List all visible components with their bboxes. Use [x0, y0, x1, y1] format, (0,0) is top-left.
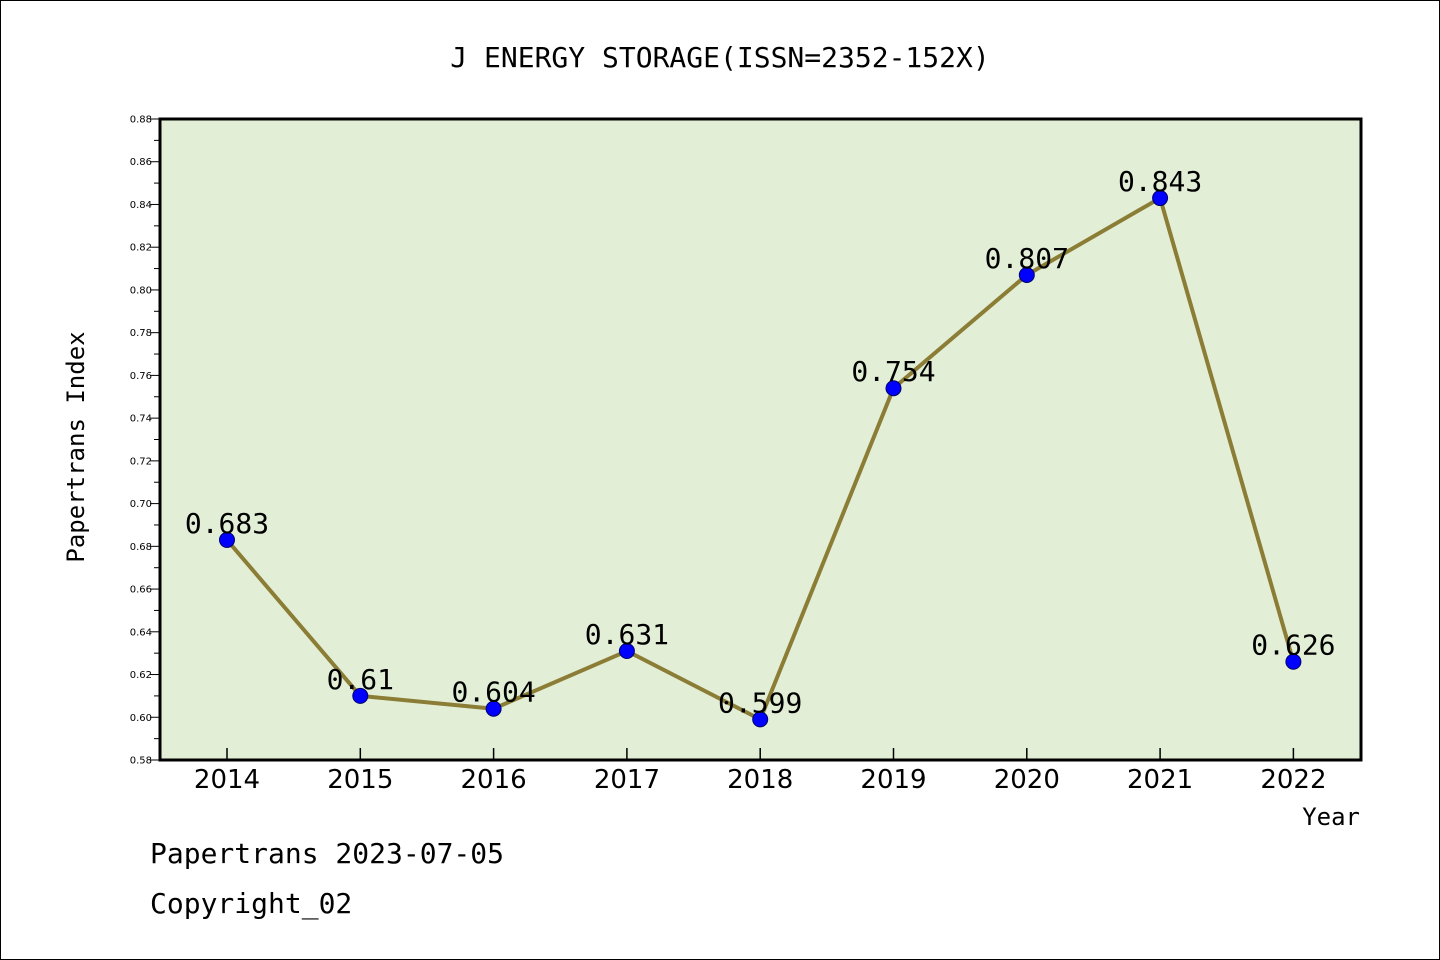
- x-axis-label: Year: [1302, 803, 1360, 831]
- y-tick-label: 0.66: [130, 585, 152, 596]
- y-axis-label: Papertrans Index: [62, 331, 90, 562]
- data-point: [1285, 653, 1302, 670]
- data-label: 0.61: [327, 663, 394, 696]
- footer-date: Papertrans 2023-07-05: [150, 837, 504, 870]
- y-tick-label: 0.84: [130, 200, 152, 211]
- y-axis: 0.58 0.60 0.62 0.64 0.66 0.68 0.70 0.72 0.74 0.76…: [130, 115, 160, 767]
- x-tick-label: 2016: [461, 765, 527, 795]
- x-tick-label: 2021: [1127, 765, 1193, 795]
- data-point: [352, 687, 369, 704]
- x-tick-label: 2020: [994, 765, 1060, 795]
- chart-title: J ENERGY STORAGE(ISSN=2352-152X): [450, 41, 989, 74]
- data-label: 0.631: [585, 618, 669, 651]
- x-tick-label: 2022: [1260, 765, 1326, 795]
- y-tick-label: 0.88: [130, 115, 152, 126]
- data-label: 0.807: [985, 242, 1069, 275]
- x-tick-label: 2014: [194, 765, 260, 795]
- y-tick-label: 0.70: [130, 499, 152, 510]
- data-label: 0.599: [718, 686, 802, 719]
- data-point: [1152, 190, 1169, 207]
- y-tick-label: 0.86: [130, 157, 152, 168]
- y-tick-label: 0.64: [130, 627, 152, 638]
- y-tick-label: 0.78: [130, 328, 152, 339]
- data-label: 0.754: [851, 355, 935, 388]
- data-point: [885, 380, 902, 397]
- y-tick-label: 0.72: [130, 456, 152, 467]
- x-tick-label: 2017: [594, 765, 660, 795]
- series-group: 0.683 0.61 0.604 0.631 0.599 0.754 0.807 0.843 0…: [185, 165, 1336, 728]
- y-tick-label: 0.62: [130, 670, 152, 681]
- plot-area: [158, 117, 1363, 762]
- x-tick-label: 2019: [860, 765, 926, 795]
- footer-copyright: Copyright_02: [150, 887, 352, 921]
- x-tick-label: 2018: [727, 765, 793, 795]
- data-point: [1018, 266, 1035, 283]
- data-label: 0.843: [1118, 165, 1202, 198]
- y-tick-label: 0.82: [130, 243, 152, 254]
- x-axis: 2014 2015 2016 2017 2018 2019 2020 2021 2022: [194, 748, 1326, 795]
- y-tick-label: 0.60: [130, 713, 152, 724]
- data-label: 0.626: [1251, 629, 1335, 662]
- data-point: [618, 643, 635, 660]
- y-tick-label: 0.68: [130, 542, 152, 553]
- y-tick-label: 0.58: [130, 756, 152, 767]
- data-point: [219, 531, 235, 548]
- x-tick-label: 2015: [327, 765, 393, 795]
- data-point: [752, 711, 769, 728]
- data-point: [485, 700, 502, 717]
- data-label: 0.604: [451, 676, 535, 709]
- data-label: 0.683: [185, 507, 269, 540]
- y-tick-label: 0.76: [130, 371, 152, 382]
- y-tick-label: 0.74: [130, 414, 152, 425]
- y-tick-label: 0.80: [130, 285, 152, 296]
